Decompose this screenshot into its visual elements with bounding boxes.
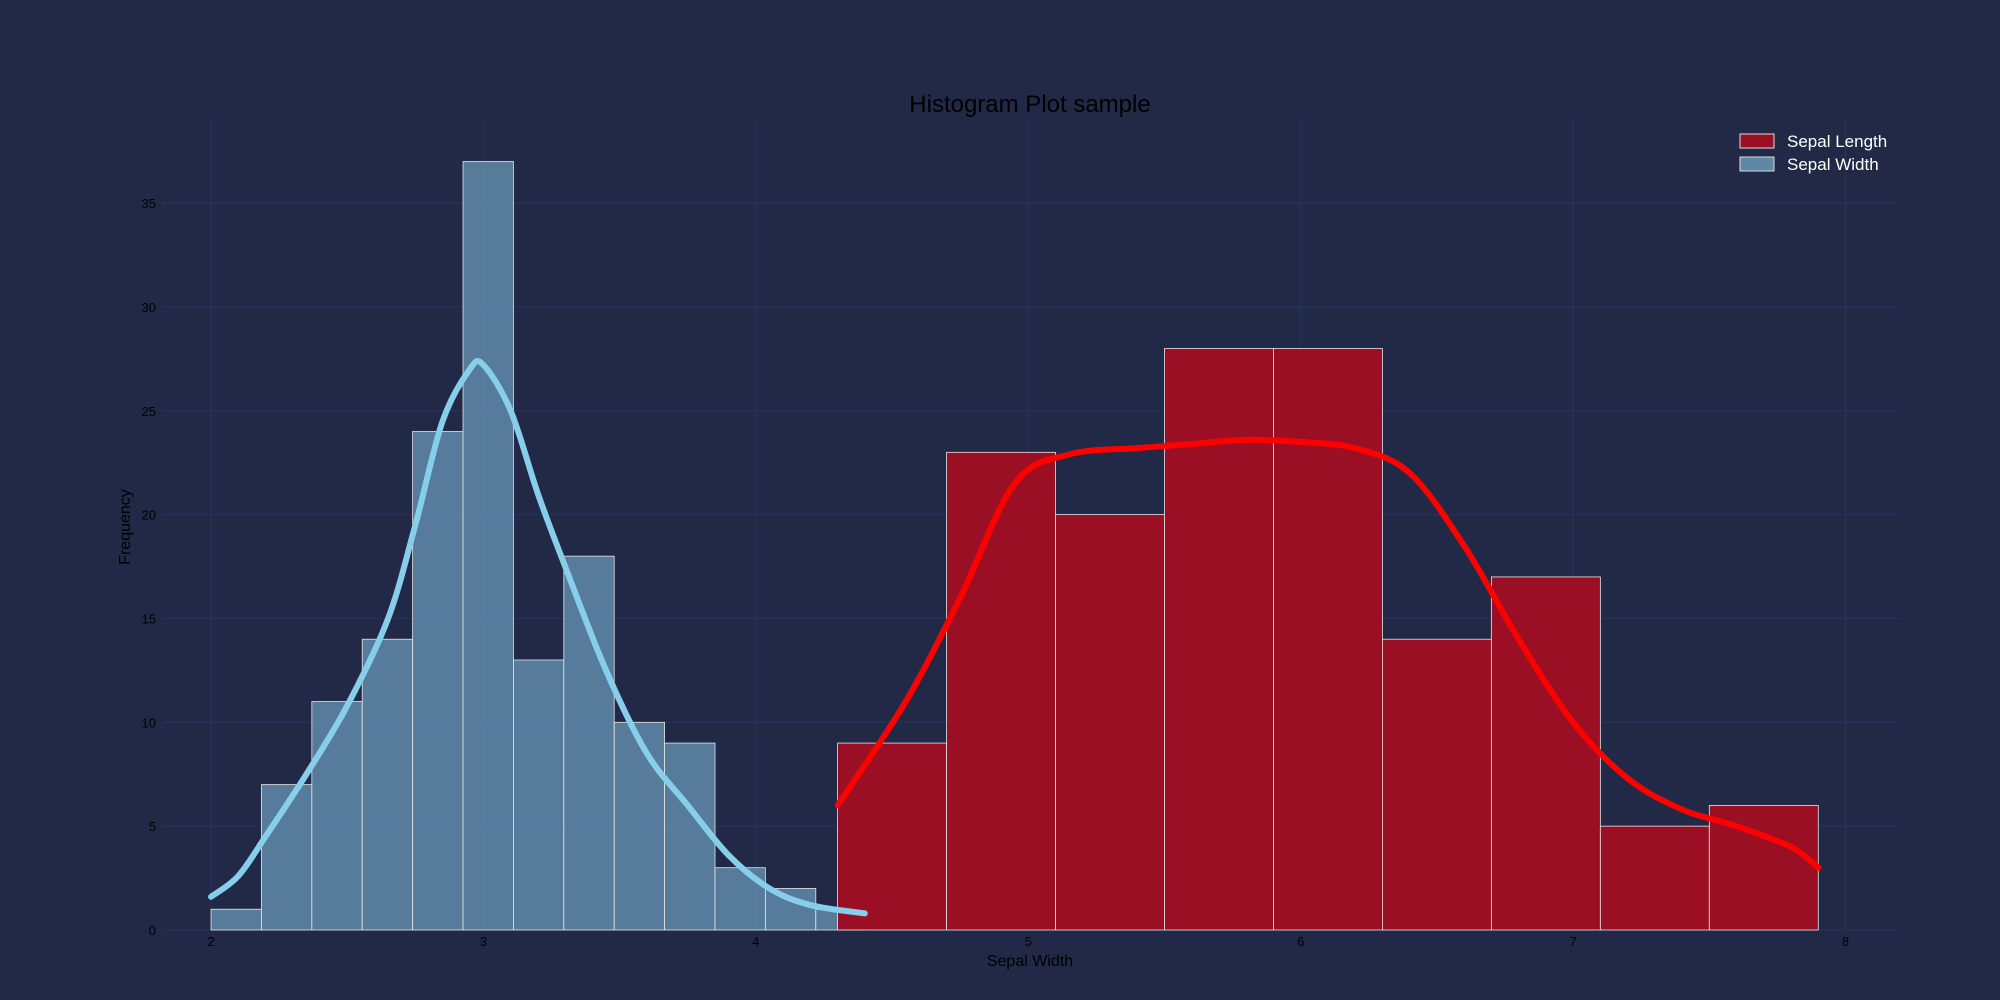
y-axis-label: Frequency bbox=[117, 489, 134, 565]
legend-swatch-sepal-length bbox=[1739, 133, 1775, 149]
x-tick-label: 5 bbox=[1025, 934, 1032, 949]
sepal-width-bar bbox=[513, 659, 565, 931]
axis-ticks: 2 3 4 5 6 7 8 0 5 10 15 20 25 30 35 bbox=[142, 196, 1850, 949]
sepal-length-bars bbox=[837, 348, 1819, 931]
sepal-length-bar bbox=[837, 742, 947, 931]
x-axis-label: Sepal Width bbox=[987, 953, 1073, 970]
sepal-width-bar bbox=[361, 638, 414, 931]
legend-swatch-sepal-width bbox=[1739, 156, 1775, 172]
sepal-width-kde-line bbox=[208, 357, 868, 917]
sepal-width-bar bbox=[210, 908, 262, 931]
sepal-width-bars bbox=[210, 161, 867, 931]
sepal-width-bar bbox=[462, 161, 514, 931]
sepal-length-kde-line bbox=[834, 436, 1822, 871]
y-tick-label: 5 bbox=[149, 819, 156, 834]
sepal-width-bar bbox=[311, 701, 363, 931]
legend-label-sepal-length: Sepal Length bbox=[1787, 132, 1887, 151]
sepal-length-bar bbox=[1273, 348, 1383, 931]
sepal-length-bar bbox=[1055, 514, 1165, 931]
sepal-length-bar bbox=[1164, 348, 1274, 931]
x-tick-label: 4 bbox=[752, 934, 759, 949]
y-tick-label: 15 bbox=[142, 611, 156, 626]
sepal-length-bar bbox=[1490, 576, 1601, 931]
sepal-width-bar bbox=[664, 742, 716, 931]
x-tick-label: 2 bbox=[207, 934, 214, 949]
y-tick-label: 35 bbox=[142, 196, 156, 211]
sepal-length-bar bbox=[946, 451, 1056, 931]
x-tick-label: 6 bbox=[1297, 934, 1304, 949]
sepal-length-bar bbox=[1599, 825, 1710, 931]
y-tick-label: 30 bbox=[142, 300, 156, 315]
sepal-width-bar bbox=[764, 888, 817, 931]
y-tick-label: 25 bbox=[142, 404, 156, 419]
legend-label-sepal-width: Sepal Width bbox=[1787, 155, 1879, 174]
y-tick-label: 0 bbox=[149, 923, 156, 938]
legend: Sepal Length Sepal Width bbox=[1739, 132, 1887, 174]
chart-title: Histogram Plot sample bbox=[909, 91, 1150, 118]
sepal-width-bar bbox=[613, 721, 666, 931]
x-tick-label: 3 bbox=[480, 934, 487, 949]
x-tick-label: 7 bbox=[1569, 934, 1576, 949]
y-tick-label: 20 bbox=[142, 508, 156, 523]
sepal-width-bar bbox=[563, 555, 615, 931]
y-tick-label: 10 bbox=[142, 715, 156, 730]
sepal-length-bar bbox=[1382, 638, 1492, 931]
x-tick-label: 8 bbox=[1842, 934, 1849, 949]
kde-curves bbox=[208, 357, 1822, 917]
